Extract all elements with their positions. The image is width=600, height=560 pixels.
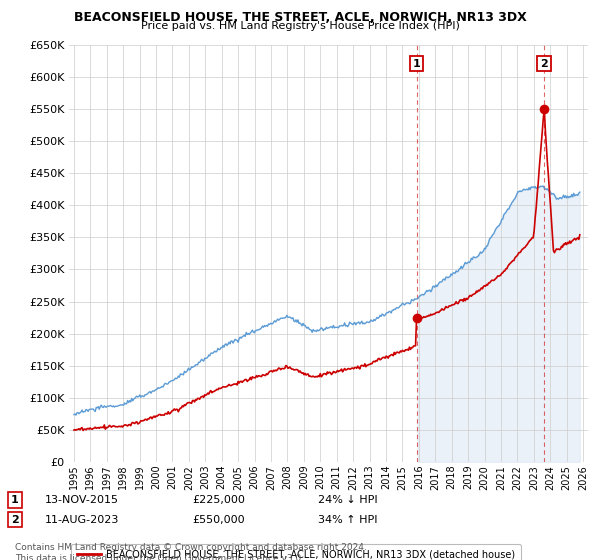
Text: 1: 1: [413, 59, 421, 68]
Text: 2: 2: [540, 59, 548, 68]
Legend: BEACONSFIELD HOUSE, THE STREET, ACLE, NORWICH, NR13 3DX (detached house), HPI: A: BEACONSFIELD HOUSE, THE STREET, ACLE, NO…: [71, 544, 521, 560]
Text: 2: 2: [11, 515, 19, 525]
Text: BEACONSFIELD HOUSE, THE STREET, ACLE, NORWICH, NR13 3DX: BEACONSFIELD HOUSE, THE STREET, ACLE, NO…: [74, 11, 526, 24]
Text: Contains HM Land Registry data © Crown copyright and database right 2024.
This d: Contains HM Land Registry data © Crown c…: [15, 543, 367, 560]
Text: 24% ↓ HPI: 24% ↓ HPI: [318, 495, 377, 505]
Text: £225,000: £225,000: [192, 495, 245, 505]
Text: Price paid vs. HM Land Registry's House Price Index (HPI): Price paid vs. HM Land Registry's House …: [140, 21, 460, 31]
Text: 34% ↑ HPI: 34% ↑ HPI: [318, 515, 377, 525]
Text: 1: 1: [11, 495, 19, 505]
Text: 11-AUG-2023: 11-AUG-2023: [45, 515, 119, 525]
Text: 13-NOV-2015: 13-NOV-2015: [45, 495, 119, 505]
Text: £550,000: £550,000: [192, 515, 245, 525]
